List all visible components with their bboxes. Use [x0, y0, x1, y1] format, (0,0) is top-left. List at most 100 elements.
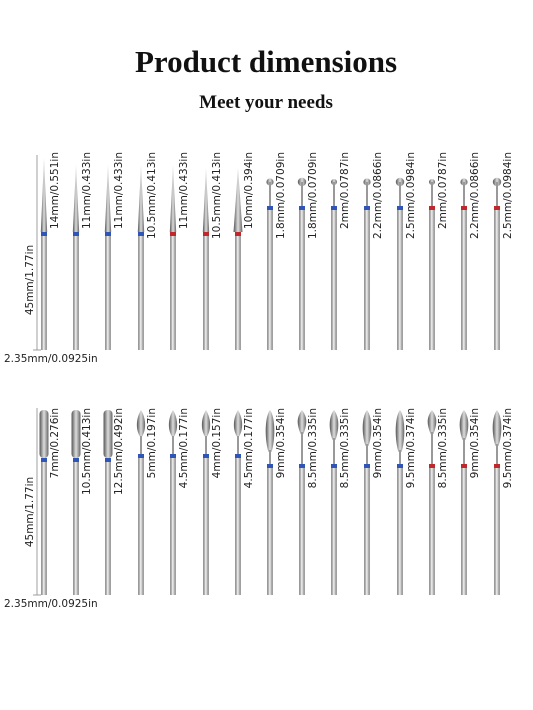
bit-neck: [333, 438, 335, 464]
bit-band: [203, 454, 209, 458]
size-label: 9.5mm/0.374in: [405, 408, 417, 488]
size-label: 11mm/0.433in: [178, 152, 190, 229]
bit-head: [202, 168, 210, 232]
drill-bit: [459, 410, 469, 595]
bit-shank: [267, 468, 273, 595]
bit-head: [265, 410, 275, 452]
bit-band: [461, 464, 467, 468]
size-label: 9mm/0.354in: [275, 408, 287, 478]
bit-neck: [366, 182, 368, 206]
drill-bit: [297, 410, 307, 595]
bit-band: [331, 464, 337, 468]
title: Product dimensions: [135, 44, 397, 79]
drill-bit: [429, 179, 435, 350]
drill-bit: [233, 410, 243, 595]
size-label: 10mm/0.394in: [243, 152, 255, 229]
bit-head: [362, 410, 372, 446]
drill-bit: [363, 178, 371, 350]
bit-neck: [496, 444, 498, 464]
bit-band: [331, 206, 337, 210]
drill-bit: [39, 410, 49, 595]
bit-neck: [301, 182, 303, 206]
bit-shank: [41, 236, 47, 350]
bit-head: [136, 410, 146, 438]
drill-bit: [297, 177, 307, 350]
drill-bit: [72, 165, 80, 350]
bit-head: [492, 410, 502, 446]
drill-bit: [40, 158, 48, 350]
bit-neck: [140, 436, 142, 454]
bit-band: [105, 458, 111, 462]
bit-neck: [496, 182, 498, 206]
bit-head: [103, 410, 113, 458]
size-label: 4.5mm/0.177in: [243, 408, 255, 488]
bit-shank: [364, 468, 370, 595]
bit-neck: [269, 450, 271, 464]
drill-bit: [266, 178, 274, 350]
bit-shank: [105, 236, 111, 350]
bit-band: [138, 454, 144, 458]
bit-shank: [331, 210, 337, 350]
bit-shank: [299, 468, 305, 595]
bit-neck: [463, 438, 465, 464]
size-label: 11mm/0.433in: [81, 152, 93, 229]
bit-neck: [237, 436, 239, 454]
size-label: 4.5mm/0.177in: [178, 408, 190, 488]
size-label: 8.5mm/0.335in: [437, 408, 449, 488]
bit-neck: [431, 432, 433, 464]
bit-head: [201, 410, 211, 438]
size-label: 2mm/0.0787in: [339, 152, 351, 229]
bit-shank: [429, 210, 435, 350]
size-label: 9mm/0.354in: [372, 408, 384, 478]
drill-bit: [137, 165, 145, 350]
bit-neck: [431, 182, 433, 206]
drill-bit: [104, 165, 112, 350]
length-label: 45mm/1.77in: [24, 477, 36, 547]
bit-head: [137, 165, 145, 232]
bit-shank: [397, 210, 403, 350]
size-label: 7mm/0.276in: [49, 408, 61, 478]
bit-shank: [73, 462, 79, 595]
bit-neck: [333, 182, 335, 206]
bit-neck: [269, 182, 271, 206]
bit-band: [138, 232, 144, 236]
bit-band: [397, 464, 403, 468]
size-label: 2.5mm/0.0984in: [502, 152, 514, 239]
bit-head: [233, 168, 243, 232]
bit-band: [41, 232, 47, 236]
bit-neck: [172, 436, 174, 454]
bit-head: [233, 410, 243, 438]
bit-neck: [366, 444, 368, 464]
bit-head: [395, 410, 405, 452]
size-label: 10.5mm/0.413in: [211, 152, 223, 239]
bit-shank: [41, 462, 47, 595]
bit-band: [494, 464, 500, 468]
size-label: 10.5mm/0.413in: [81, 408, 93, 495]
length-label: 45mm/1.77in: [24, 245, 36, 315]
bit-shank: [429, 468, 435, 595]
bit-head: [329, 410, 339, 440]
bit-shank: [170, 236, 176, 350]
bit-head: [427, 410, 437, 434]
bit-shank: [138, 236, 144, 350]
bit-shank: [299, 210, 305, 350]
bit-head: [104, 165, 112, 232]
bit-band: [299, 464, 305, 468]
drill-bit: [233, 168, 243, 350]
bit-head: [72, 165, 80, 232]
drill-bit: [395, 177, 405, 350]
drill-bit: [460, 178, 468, 350]
bit-band: [397, 206, 403, 210]
drill-bit: [169, 165, 177, 350]
bit-head: [39, 410, 49, 458]
bit-band: [429, 206, 435, 210]
drill-bit: [71, 410, 81, 595]
bit-band: [203, 232, 209, 236]
bit-neck: [205, 436, 207, 454]
bit-band: [41, 458, 47, 462]
bit-neck: [399, 450, 401, 464]
size-label: 8.5mm/0.335in: [339, 408, 351, 488]
bit-shank: [105, 462, 111, 595]
size-label: 2.5mm/0.0984in: [405, 152, 417, 239]
